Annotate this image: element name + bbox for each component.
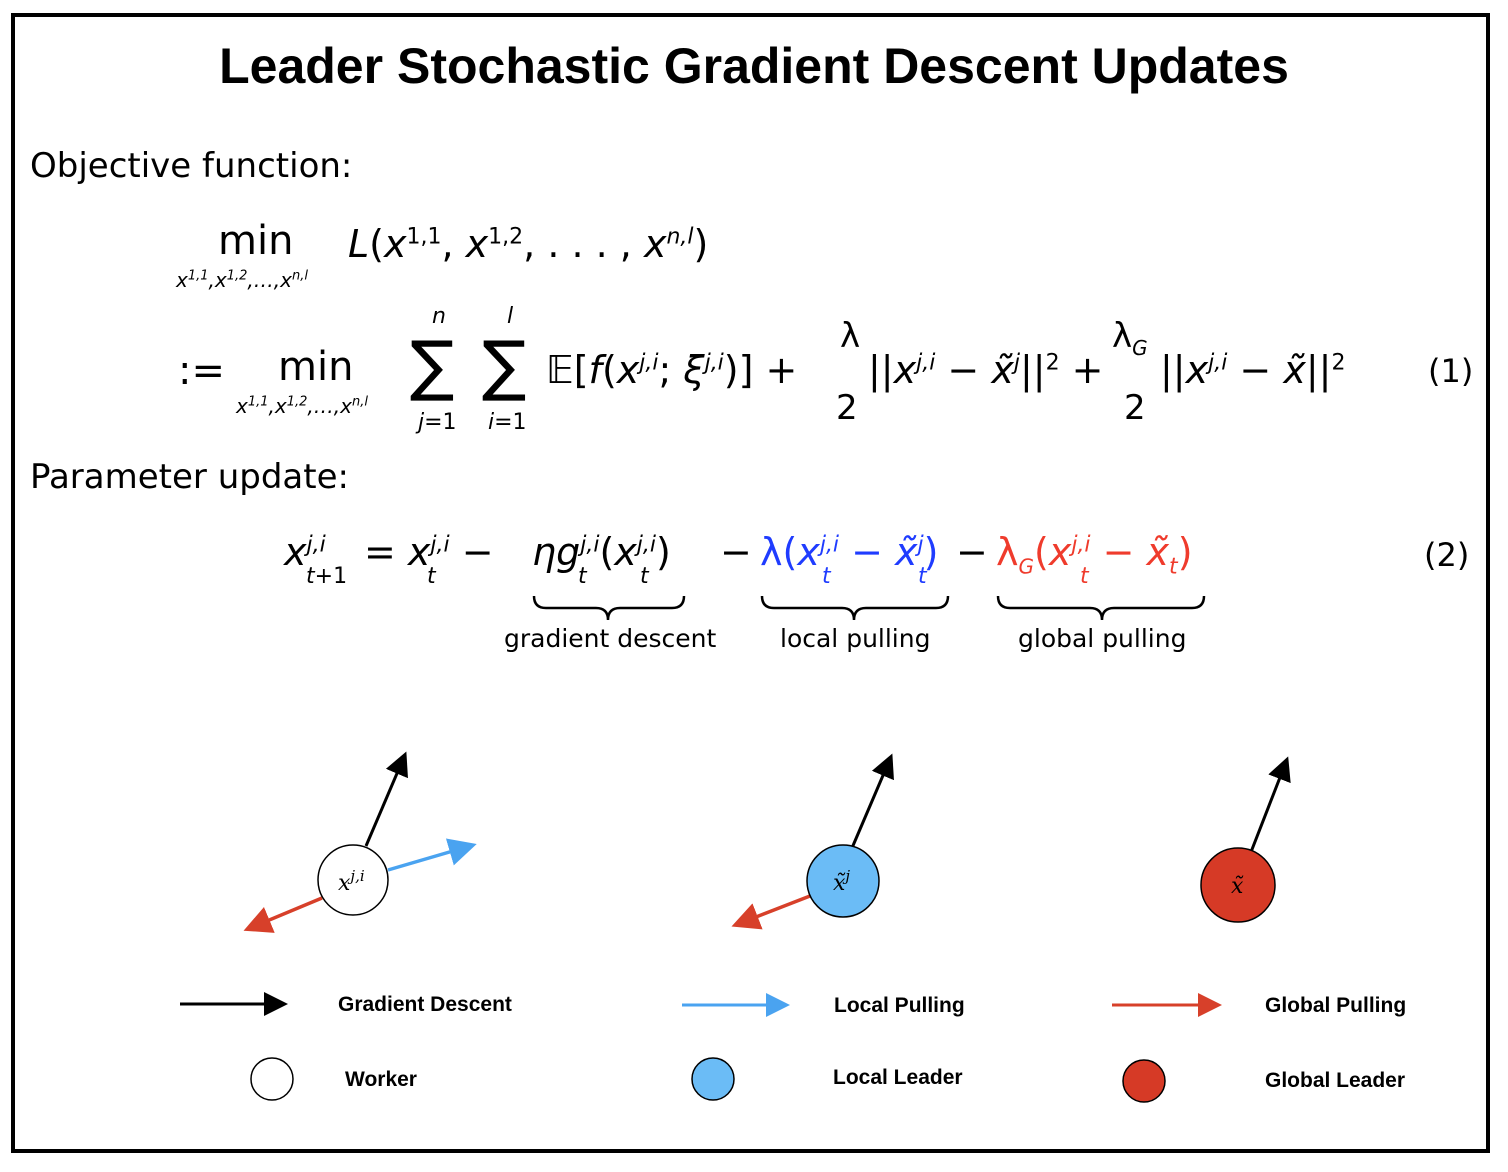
local-norm-term: ||xj,i − x̃j||2 + (868, 348, 1104, 392)
legend-worker-circle (250, 1057, 294, 1101)
legend-local-leader: Local Leader (833, 1066, 963, 1089)
sum-lower-j: j=1 (418, 410, 457, 435)
gradient-descent-label: gradient descent (504, 624, 717, 653)
global-pulling-label: global pulling (1018, 624, 1187, 653)
update-rhs-sub: t (427, 564, 436, 589)
lambda-denominator: 2 (836, 388, 858, 428)
legend-local-leader-circle (691, 1057, 735, 1101)
min-operator-1: min (218, 218, 294, 264)
worker-global-arrow (243, 896, 323, 933)
update-rhs-x: = xj,i − (364, 530, 494, 574)
equation-number-2: (2) (1424, 536, 1470, 574)
loss-function: L(x1,1, x1,2, . . . , xn,l) (348, 222, 709, 266)
global-leader-node (1200, 847, 1276, 923)
sum-upper-n: n (432, 304, 446, 329)
equation-number-1: (1) (1428, 352, 1474, 390)
lambdaG-numerator: λG (1112, 316, 1148, 360)
legend-local-pulling: Local Pulling (834, 994, 965, 1017)
objective-heading: Objective function: (30, 146, 353, 186)
define-symbol: := (178, 348, 225, 394)
global-sub-1: t (1080, 564, 1089, 589)
min-subscript-1: x1,1,x1,2,…,xn,l (176, 268, 308, 292)
expectation-term: 𝔼[f(xj,i; ξj,i)] + (546, 348, 798, 392)
outer-frame (11, 13, 1490, 1153)
legend-gradient-descent: Gradient Descent (338, 993, 512, 1016)
sum-sign-i: ∑ (482, 327, 527, 404)
update-lhs: xj,i (284, 530, 326, 574)
minus-2: − (956, 530, 988, 574)
legend-global-pulling: Global Pulling (1265, 994, 1407, 1017)
sum-lower-i: i=1 (488, 410, 527, 435)
parameter-heading: Parameter update: (30, 457, 349, 497)
legend-global-leader: Global Leader (1265, 1069, 1406, 1092)
brace-global (996, 595, 1206, 621)
legend-worker: Worker (345, 1068, 417, 1091)
gradient-term: ηgj,i(xj,i) (532, 530, 671, 574)
local-leader-node (806, 844, 880, 918)
minus-1: − (720, 530, 752, 574)
local-leader-global-arrow (731, 894, 811, 930)
worker-gradient-arrow (364, 751, 408, 847)
local-leader-gradient-arrow (850, 753, 894, 849)
sum-upper-l: l (507, 304, 514, 329)
worker-local-arrow (387, 838, 477, 872)
sum-sign-j: ∑ (410, 327, 455, 404)
global-pull-term: λG(xj,i − x̃t) (996, 530, 1193, 580)
brace-local (760, 595, 950, 621)
local-sub-1: t (822, 564, 831, 589)
worker-node (317, 844, 389, 916)
global-leader-gradient-arrow (1249, 756, 1291, 853)
local-sub-2: t (918, 564, 927, 589)
lambda-numerator: λ (840, 316, 861, 356)
local-pulling-label: local pulling (780, 624, 931, 653)
global-norm-term: ||xj,i − x̃||2 (1160, 348, 1346, 392)
page-title: Leader Stochastic Gradient Descent Updat… (219, 38, 1289, 94)
legend-global-leader-circle (1122, 1059, 1166, 1103)
local-pull-term: λ(xj,i − x̃j) (760, 530, 939, 574)
gradient-sub-2: t (640, 564, 649, 589)
gradient-sub-1: t (578, 564, 587, 589)
min-operator-2: min (278, 344, 354, 390)
min-subscript-2: x1,1,x1,2,…,xn,l (236, 394, 368, 418)
update-lhs-sub: t+1 (306, 564, 348, 589)
lambdaG-denominator: 2 (1124, 388, 1146, 428)
brace-gradient (532, 595, 686, 621)
global-leader-node-label: x̃ (1231, 874, 1244, 899)
